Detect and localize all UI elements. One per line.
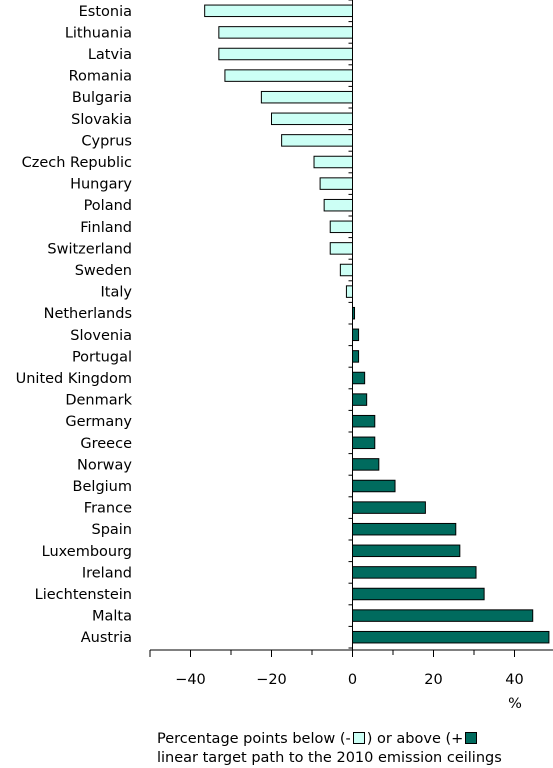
axes-group: −40 −20 0 20 40 [149, 0, 553, 688]
category-label: France [84, 501, 132, 517]
category-label: Lithuania [65, 25, 132, 41]
category-label: Bulgaria [72, 90, 132, 106]
bar-chart: Estonia Lithuania Latvia Romania Bulgaria Slo… [16, 0, 553, 712]
bar-portugal [352, 350, 360, 363]
category-label: Slovakia [71, 112, 132, 128]
category-label: Latvia [88, 47, 132, 63]
category-label: Portugal [72, 349, 132, 365]
bars-group [204, 4, 550, 644]
category-labels: Estonia Lithuania Latvia Romania Bulgaria Slo… [16, 4, 133, 646]
category-label: Luxembourg [42, 544, 132, 560]
category-label: Romania [69, 69, 132, 85]
legend-line-1: Percentage points below (- ) or above (+ [157, 730, 502, 749]
category-label: Ireland [82, 565, 132, 581]
bar-lithuania [218, 26, 353, 39]
category-label: Slovenia [70, 328, 132, 344]
bar-liechtenstein [352, 587, 485, 601]
legend-positive-swatch [465, 732, 478, 744]
bar-luxembourg [352, 544, 461, 558]
bar-denmark [352, 393, 368, 406]
bar-austria [352, 630, 550, 644]
category-label: Sweden [75, 263, 132, 279]
category-label: Liechtenstein [35, 587, 132, 603]
category-label: Norway [77, 457, 132, 473]
bar-bulgaria [260, 90, 353, 104]
bar-germany [352, 414, 376, 428]
bar-slovenia [352, 328, 360, 342]
category-label: Czech Republic [22, 155, 132, 171]
category-label: Netherlands [44, 306, 132, 322]
bar-cyprus [281, 134, 353, 147]
bar-estonia [204, 4, 353, 18]
category-label: Poland [84, 198, 132, 214]
category-label: Estonia [79, 4, 132, 20]
category-label: Germany [65, 414, 132, 430]
legend-line-2: linear target path to the 2010 emission … [157, 750, 502, 766]
category-label: United Kingdom [16, 371, 132, 387]
bar-united-kingdom [352, 371, 366, 385]
bar-ireland [352, 566, 477, 579]
bar-romania [224, 69, 353, 82]
x-tick-label: −40 [175, 672, 206, 688]
category-label: Hungary [70, 177, 132, 193]
bar-greece [352, 436, 376, 450]
x-axis-label: % [508, 696, 522, 712]
category-label: Italy [101, 285, 133, 301]
category-label: Greece [80, 436, 132, 452]
bar-spain [352, 522, 457, 536]
legend-negative-swatch [352, 732, 365, 744]
bar-czech-republic [313, 155, 353, 169]
bar-norway [352, 458, 380, 471]
x-tick-label: 0 [348, 672, 357, 688]
x-tick-label: 20 [424, 672, 442, 688]
bar-latvia [218, 47, 353, 61]
category-label: Denmark [65, 393, 132, 409]
bar-hungary [319, 177, 354, 190]
category-label: Belgium [73, 479, 132, 495]
category-label: Malta [92, 609, 132, 625]
bar-sweden [339, 263, 354, 277]
bar-belgium [352, 479, 396, 493]
bar-malta [352, 609, 534, 622]
legend-middle: ) or above (+ [366, 731, 464, 747]
x-tick-label: −20 [256, 672, 287, 688]
bar-switzerland [329, 242, 354, 255]
category-label: Austria [81, 630, 132, 646]
bar-italy [345, 285, 353, 298]
bar-poland [323, 198, 353, 212]
bar-finland [329, 220, 354, 234]
bar-france [352, 501, 426, 514]
category-label: Switzerland [47, 241, 132, 257]
bar-slovakia [271, 112, 353, 126]
category-label: Spain [91, 522, 132, 538]
x-tick-label: 40 [505, 672, 523, 688]
category-label: Finland [80, 220, 132, 236]
category-label: Cyprus [81, 133, 132, 149]
legend-caption: Percentage points below (-) or above (+ … [157, 730, 502, 768]
legend-prefix: Percentage points below (- [157, 731, 351, 747]
